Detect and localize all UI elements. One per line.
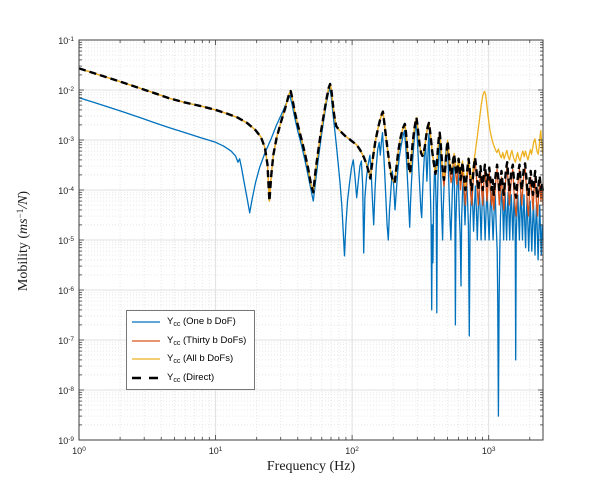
y-tick-label: 10-8 [58, 386, 74, 396]
y-axis-label-math: ms [16, 218, 31, 234]
legend-label: Ycc (All b DoFs) [167, 353, 234, 366]
y-tick-label: 10-5 [58, 236, 74, 246]
x-tick-label: 103 [481, 446, 496, 456]
y-axis-label-close: ) [16, 190, 31, 196]
data-series [78, 67, 545, 417]
axis-box [78, 39, 544, 441]
series-ycc-direct [78, 67, 545, 203]
y-tick-label: 10-3 [58, 136, 74, 146]
y-axis-label: Mobility (ms−1/N) [15, 141, 33, 341]
x-tick-label: 100 [72, 446, 86, 456]
legend-entry-ycc-one-b-dof: Ycc (One b DoF) [127, 313, 254, 331]
legend-line-sample [132, 321, 160, 323]
x-tick-label: 102 [345, 446, 359, 456]
x-axis-label: Frequency (Hz) [266, 459, 356, 474]
minor-grid [79, 40, 543, 440]
x-tick-label: 101 [208, 446, 223, 456]
y-axis-label-text: Mobility ( [16, 233, 31, 292]
y-tick-label: 10-9 [58, 436, 74, 446]
legend-entry-ycc-all-b-dofs: Ycc (All b DoFs) [127, 350, 254, 368]
y-tick-label: 10-7 [58, 336, 74, 346]
y-tick-label: 10-2 [58, 86, 74, 96]
y-tick-label: 10-1 [58, 36, 74, 46]
legend-label: Ycc (Thirty b DoFs) [167, 334, 247, 347]
legend: Ycc (One b DoF) Ycc (Thirty b DoFs) Ycc (A… [126, 310, 255, 390]
legend-label: Ycc (One b DoF) [167, 316, 236, 329]
y-axis-label-exponent: −1 [15, 208, 25, 219]
legend-line-sample [132, 340, 160, 342]
legend-entry-ycc-direct: Ycc (Direct) [127, 369, 254, 387]
y-axis-label-unit: /N [16, 195, 31, 209]
legend-label: Ycc (Direct) [167, 371, 215, 384]
y-tick-label: 10-6 [58, 286, 74, 296]
y-tick-label: 10-4 [58, 186, 74, 196]
legend-line-sample [132, 376, 160, 379]
legend-entry-ycc-thirty-b-dofs: Ycc (Thirty b DoFs) [127, 332, 254, 350]
legend-line-sample [132, 358, 160, 360]
